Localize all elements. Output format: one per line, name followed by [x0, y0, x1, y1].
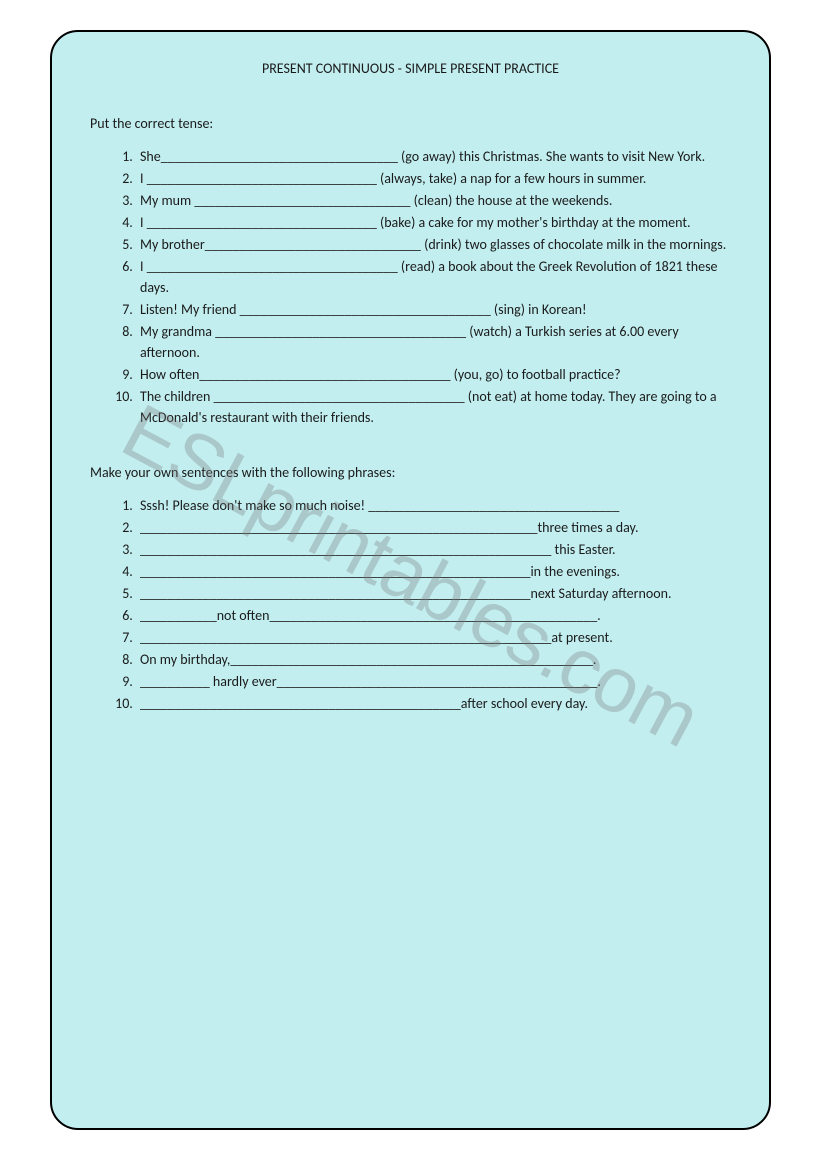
exercise-2-item: ___________not often____________________…: [136, 605, 731, 626]
exercise-2-list: Sssh! Please don't make so much noise! _…: [90, 495, 731, 714]
exercise-1-item: She__________________________________ (g…: [136, 146, 731, 167]
exercise-2-item: ________________________________________…: [136, 539, 731, 560]
exercise-2-item: ________________________________________…: [136, 693, 731, 714]
exercise-1-item: Listen! My friend ______________________…: [136, 299, 731, 320]
exercise-2-item: __________ hardly ever__________________…: [136, 671, 731, 692]
exercise-2-item: Sssh! Please don't make so much noise! _…: [136, 495, 731, 516]
exercise-2-item: ________________________________________…: [136, 517, 731, 538]
exercise-1-item: My brother______________________________…: [136, 234, 731, 255]
exercise-1-item: My grandma _____________________________…: [136, 321, 731, 363]
exercise-1-item: My mum _______________________________ (…: [136, 190, 731, 211]
instruction-1: Put the correct tense:: [90, 115, 731, 132]
worksheet-page: PRESENT CONTINUOUS - SIMPLE PRESENT PRAC…: [50, 30, 771, 1130]
exercise-2-item: ________________________________________…: [136, 583, 731, 604]
exercise-2-item: ________________________________________…: [136, 627, 731, 648]
exercise-1-item: The children ___________________________…: [136, 386, 731, 428]
exercise-1-item: How often_______________________________…: [136, 364, 731, 385]
exercise-1-item: I _________________________________ (alw…: [136, 168, 731, 189]
instruction-2: Make your own sentences with the followi…: [90, 464, 731, 481]
exercise-2-item: On my birthday,_________________________…: [136, 649, 731, 670]
exercise-2-item: ________________________________________…: [136, 561, 731, 582]
exercise-1-list: She__________________________________ (g…: [90, 146, 731, 428]
page-title: PRESENT CONTINUOUS - SIMPLE PRESENT PRAC…: [90, 60, 731, 77]
exercise-1-item: I ____________________________________ (…: [136, 256, 731, 298]
exercise-1-item: I _________________________________ (bak…: [136, 212, 731, 233]
